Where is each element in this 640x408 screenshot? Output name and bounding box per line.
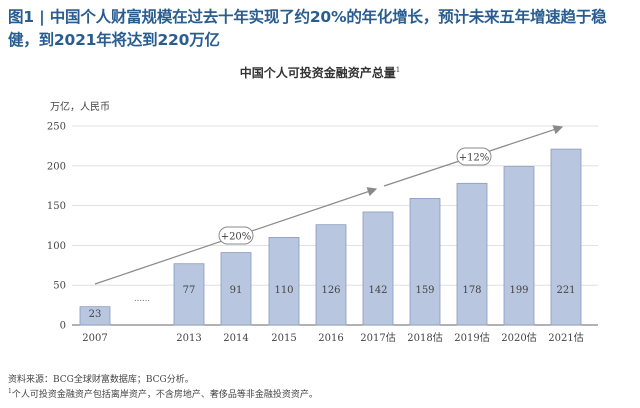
trend-arrows: +20% +12% [94,125,564,285]
chart-title-text: 中国个人可投资金融资产总量 [239,66,396,80]
definition-note-text: 个人可投资金融资产包括离岸资产，不含房地产、奢侈品等非金融投资资产。 [11,390,318,400]
x-tick-label: 2019估 [454,331,489,344]
x-tick-label: 2018估 [407,331,442,344]
bar-value-label: 199 [509,285,528,296]
definition-note-marker: 1 [8,388,12,395]
chart-title-footnote-marker: 1 [395,66,401,74]
bar-value-label: 178 [462,285,481,296]
x-tick-label: 2020估 [501,331,536,344]
bar [220,252,252,326]
bar-value-label: 142 [368,285,387,296]
bar-value-label: 110 [274,285,293,296]
definition-note: 1个人可投资金融资产包括离岸资产，不含房地产、奢侈品等非金融投资资产。 [8,386,318,401]
bar [362,211,394,326]
y-tick-label: 50 [53,281,66,292]
y-tick-label: 200 [47,161,66,172]
bar-value-label: 23 [89,309,102,320]
y-axis-ticks: 0 50 100 150 200 250 [47,122,66,332]
y-tick-label: 0 [60,321,66,332]
growth-bubble [218,226,254,245]
bar [173,263,205,326]
gap-marker: …… [134,294,150,303]
growth-annotation: +12% [456,147,492,166]
y-axis-unit-label: 万亿，人民币 [50,102,110,113]
bar-value-label: 77 [183,285,196,296]
bars: 23 77 91 110 126 142 159 178 199 221 [79,148,582,326]
bar [550,148,582,326]
y-tick-label: 150 [47,201,66,212]
footnotes: 资料来源：BCG全球财富数据库；BCG分析。 1个人可投资金融资产包括离岸资产，… [8,374,318,401]
bar [409,198,441,326]
x-tick-label: 2013 [176,333,201,344]
bar [268,237,300,326]
growth-annotation: +20% [218,226,254,245]
bar [456,182,488,326]
headline: 图1 | 中国个人财富规模在过去十年实现了约20%的年化增长，预计未来五年增速趋… [8,8,607,49]
bar-value-label: 221 [556,285,575,296]
x-tick-label: 2015 [271,333,296,344]
y-tick-label: 250 [47,122,66,133]
x-tick-label: 2007 [82,333,107,344]
chart-title: 中国个人可投资金融资产总量1 [0,64,640,81]
bar-value-label: 91 [230,285,243,296]
x-tick-label: 2017估 [360,331,395,344]
x-tick-label: 2021估 [548,331,583,344]
bar-value-label: 126 [321,285,340,296]
x-axis-ticks: 2007 2013 2014 2015 2016 2017估 2018估 2019估 2020估… [82,331,583,344]
bar [315,224,347,326]
growth-rate-label: +20% [221,232,252,243]
x-tick-label: 2014 [223,333,248,344]
x-tick-label: 2016 [318,333,343,344]
source-note: 资料来源：BCG全球财富数据库；BCG分析。 [8,375,194,385]
bar [503,166,535,326]
growth-rate-label: +12% [459,153,490,164]
bar [79,306,111,326]
bar-value-label: 159 [415,285,434,296]
y-tick-label: 100 [47,241,66,252]
growth-bubble [456,147,492,166]
